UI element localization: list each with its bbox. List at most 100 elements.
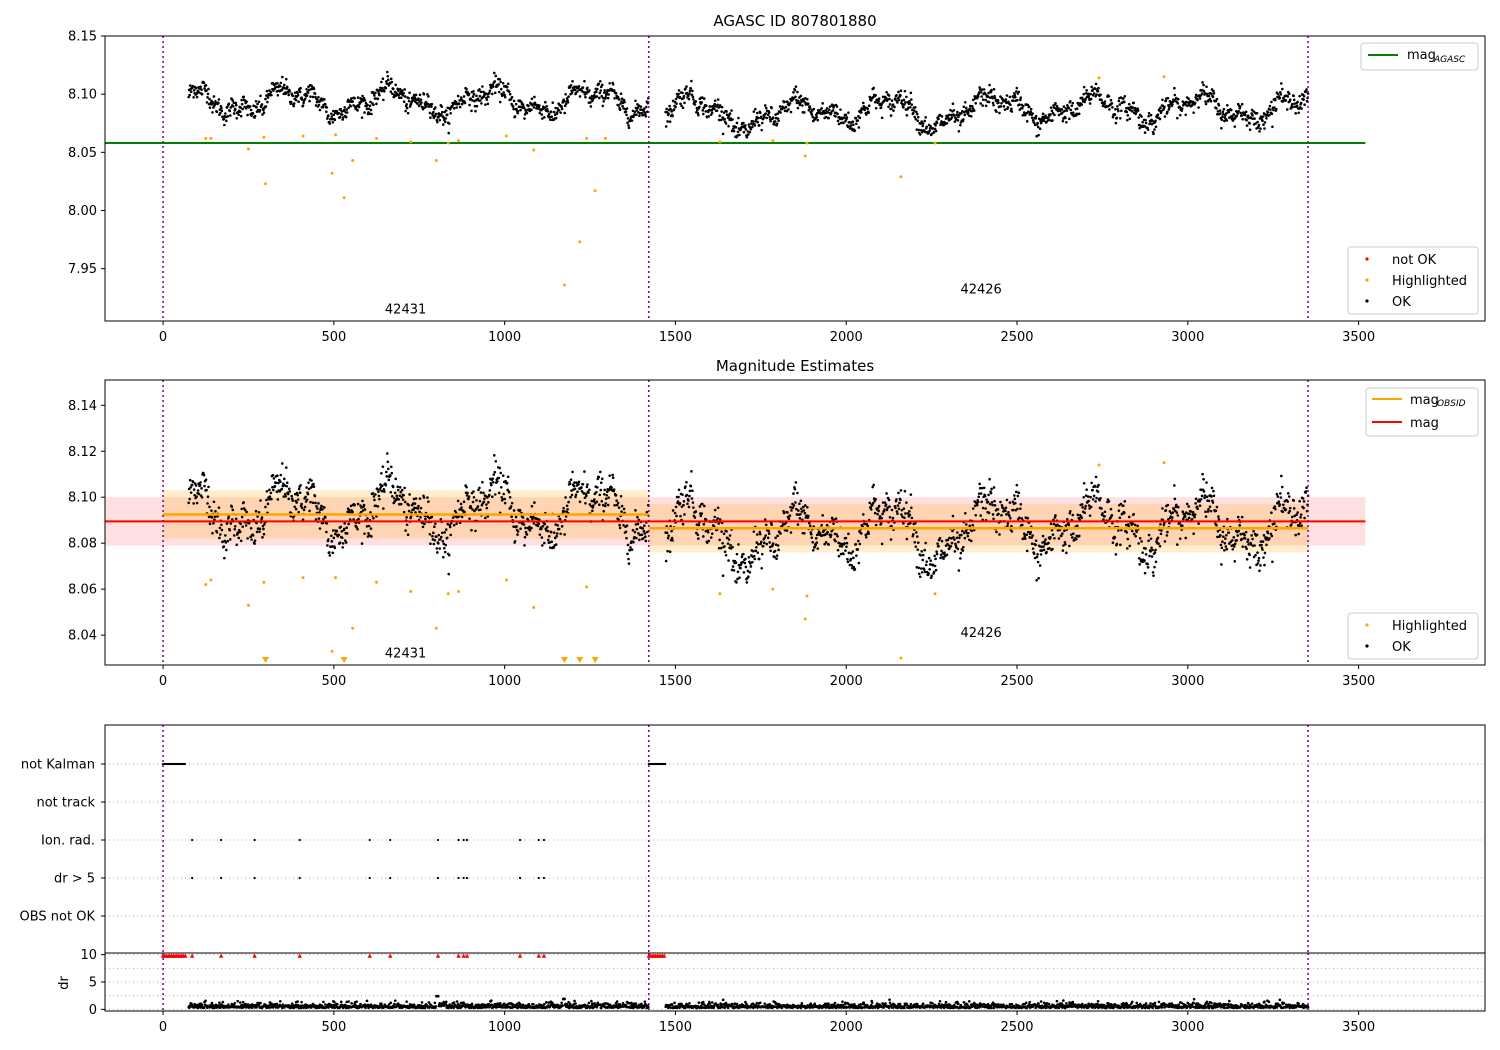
ok-point [1207,499,1211,503]
ok-point [485,98,489,101]
ok-point [773,123,776,126]
ok-point [829,533,833,537]
ok-point [199,85,202,88]
ok-point [619,495,623,498]
ok-point [335,529,339,533]
ok-point [983,494,987,498]
ok-point [503,95,507,99]
ok-point [514,515,518,519]
x-tick-label: 3000 [1171,674,1204,689]
ok-point [1270,112,1274,116]
ok-point [302,101,305,105]
ok-point [1273,106,1276,109]
ok-point [979,514,982,517]
ok-point [1278,96,1282,100]
ok-point [908,101,912,105]
ok-point [770,523,773,526]
ok-point [1128,108,1132,112]
ok-point [479,491,483,494]
ok-point [612,88,616,92]
ok-point [598,493,602,497]
highlighted-point [457,589,461,593]
ok-point [474,507,478,511]
legend-label-mag-obsid: mag [1410,393,1439,408]
ok-point [508,92,512,96]
ok-point [1173,86,1176,90]
ok-point [1227,531,1231,534]
ok-point [239,522,242,526]
ok-point [1132,512,1136,516]
ok-point [905,95,908,99]
ok-point [1150,546,1153,550]
ok-point [832,104,836,107]
ok-point [982,88,986,91]
flag-point [220,876,223,880]
ok-point [340,536,344,540]
ok-point [588,89,591,92]
ok-point [1300,107,1303,110]
ok-point [1083,507,1087,510]
ok-point [1297,532,1300,536]
ok-point [294,507,298,511]
ok-point [726,542,730,545]
ok-point [934,129,938,133]
ok-point [731,127,735,131]
ok-point [689,87,693,90]
ok-point [1005,498,1009,502]
ok-point [858,116,862,120]
ok-point [276,474,279,478]
ok-point [1098,498,1101,502]
ok-point [396,485,400,488]
ok-point [927,131,930,135]
out-of-range-marker [560,657,568,663]
ok-point [1249,543,1253,546]
ok-point [493,91,497,95]
ok-point [825,523,829,527]
ok-point [475,94,478,98]
ok-point [684,87,687,91]
ok-point [691,89,694,93]
highlighted-point [204,136,208,140]
ok-point [835,105,839,108]
ok-point [1261,119,1264,123]
ok-point [548,115,552,119]
flag-point [542,838,546,842]
ok-point [445,536,449,540]
highlighted-point [330,171,334,175]
ok-point [1117,509,1121,513]
ok-point [878,517,881,520]
ok-point [380,80,383,84]
ok-point [736,577,739,581]
ok-point [402,100,406,103]
ok-point [977,492,981,495]
ok-point [1248,566,1252,569]
legend-subscript-agasc: AGASC [1433,55,1466,65]
ok-point [400,495,403,499]
ok-point [1115,542,1119,546]
dr-point [333,1006,337,1010]
ok-point [538,111,542,115]
ok-point [900,513,903,516]
ok-point [920,570,924,574]
ok-point [462,500,466,504]
ok-point [1061,532,1064,535]
ok-point [933,564,937,568]
ok-point [1269,108,1272,111]
ok-point [1030,542,1034,545]
ok-point [269,491,273,495]
ok-point [498,100,502,104]
ok-point [747,123,751,126]
ok-point [1121,512,1124,516]
ok-point [1198,97,1202,100]
ok-point [913,540,917,544]
ok-point [497,476,501,480]
ok-point [670,110,673,113]
ok-point [449,521,453,525]
ok-point [380,89,384,93]
ok-point [676,500,680,503]
ok-point [286,492,290,496]
ok-point [1099,497,1102,500]
agasc-legend-mag: mag AGASC [1360,42,1479,71]
ok-point [690,79,693,83]
ok-point [914,110,918,114]
